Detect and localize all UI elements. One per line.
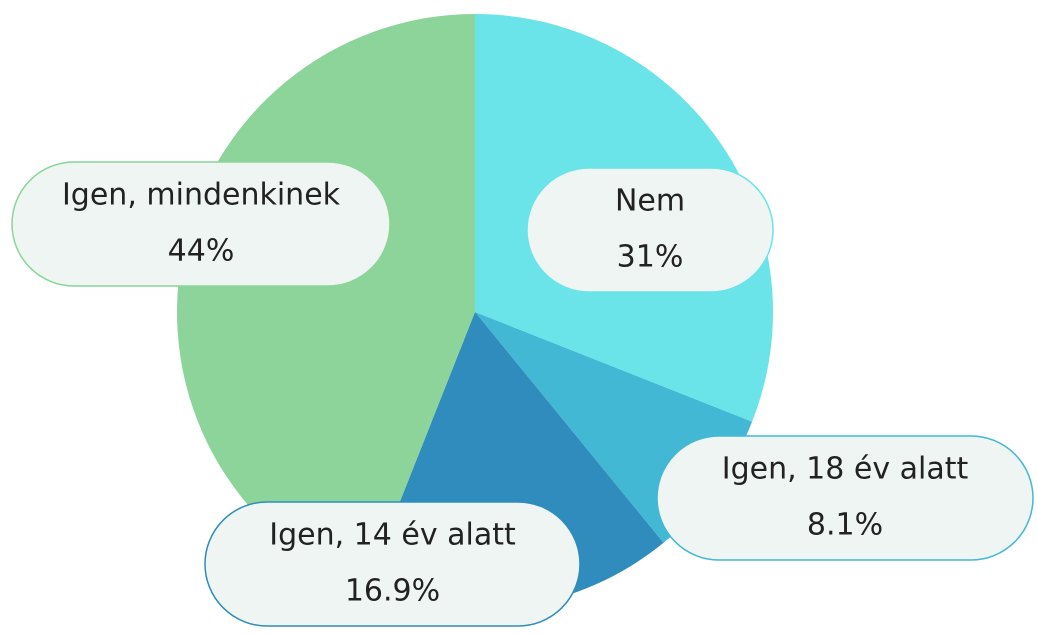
label-box (11, 161, 391, 287)
slice-label: Igen, 18 év alatt (722, 452, 969, 487)
label-box (204, 501, 581, 627)
value-label: 31% (617, 240, 684, 275)
pie-slice (177, 14, 475, 590)
value-label: 8.1% (807, 508, 883, 543)
slice-label: Igen, mindenkinek (62, 178, 341, 213)
label-box (526, 167, 774, 293)
slice-label: Igen, 14 év alatt (269, 518, 516, 553)
value-label: 44% (168, 234, 235, 269)
slice-label: Nem (615, 184, 685, 219)
value-label: 16.9% (345, 574, 440, 609)
label-box (656, 435, 1034, 561)
